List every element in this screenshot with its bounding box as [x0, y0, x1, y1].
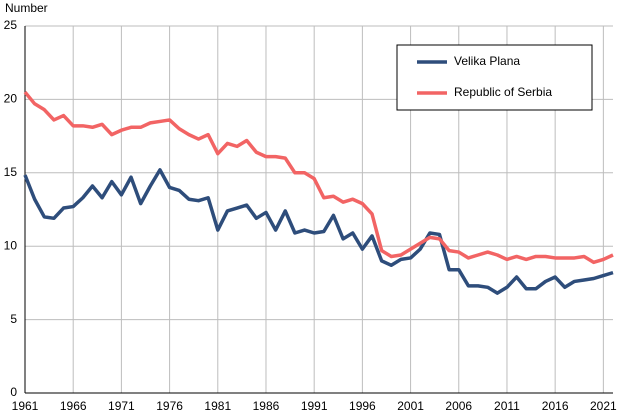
x-tick-label: 1986 [253, 399, 280, 413]
series-line [23, 168, 614, 295]
x-tick-label: 1971 [108, 399, 135, 413]
legend-label: Republic of Serbia [454, 85, 552, 99]
y-axis-label: Number [5, 1, 48, 15]
legend: Velika Plana Republic of Serbia [396, 44, 593, 111]
x-tick-label: 2001 [397, 399, 424, 413]
x-tick-label: 1976 [156, 399, 183, 413]
series-line [23, 90, 614, 265]
x-tick-label: 2006 [445, 399, 472, 413]
y-tick-label: 25 [4, 18, 18, 32]
x-tick-label: 2011 [494, 399, 520, 413]
x-tick-label: 1966 [60, 399, 87, 413]
y-tick-label: 5 [10, 312, 17, 326]
x-tick-label: 2021 [590, 399, 617, 413]
x-tick-label: 2016 [542, 399, 569, 413]
x-tick-label: 1961 [12, 399, 39, 413]
x-tick-label: 1981 [204, 399, 231, 413]
x-tick-label: 1996 [349, 399, 376, 413]
y-tick-label: 20 [4, 92, 18, 106]
legend-box [396, 44, 593, 111]
y-tick-label: 0 [10, 385, 17, 399]
y-tick-label: 10 [4, 238, 18, 252]
legend-label: Velika Plana [454, 54, 520, 68]
y-tick-label: 15 [4, 165, 18, 179]
x-tick-label: 1991 [301, 399, 328, 413]
